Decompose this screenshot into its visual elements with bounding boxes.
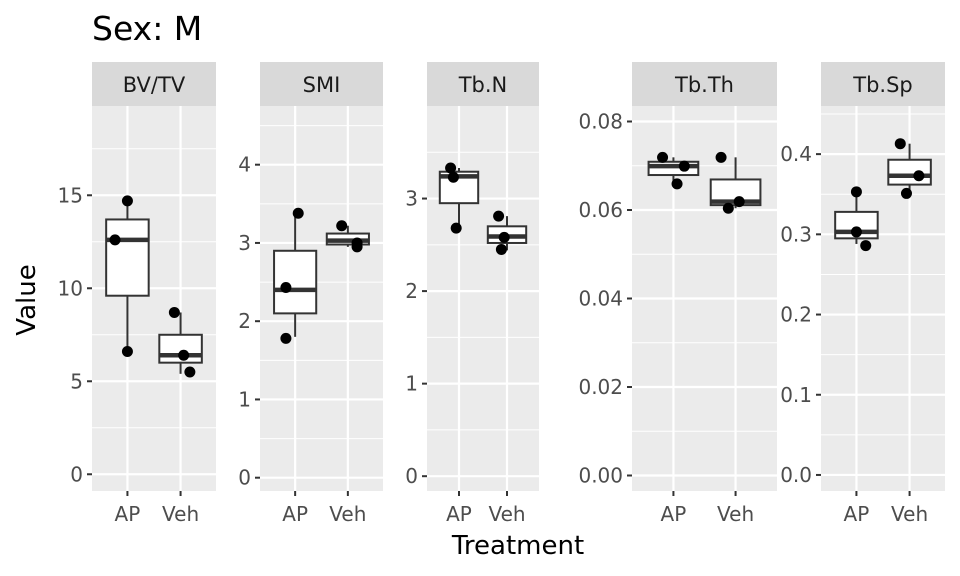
data-point xyxy=(447,171,459,183)
data-point xyxy=(894,138,906,150)
x-tick-label: Veh xyxy=(329,502,366,526)
facet-strip xyxy=(427,62,539,106)
y-tick-label: 10 xyxy=(58,276,83,300)
x-tick-label: Veh xyxy=(717,502,754,526)
x-tick-label: AP xyxy=(282,502,308,526)
box-iqr xyxy=(105,218,150,297)
facet-tb-th: 0.00 0.02 0.04 0.06 0.08 Tb.Th AP Veh xyxy=(578,62,777,526)
data-point xyxy=(280,332,292,344)
y-tick-label: 15 xyxy=(58,183,83,207)
facet-strip xyxy=(821,62,945,106)
y-tick-label: 0 xyxy=(238,466,251,490)
facet-smi: 0 1 2 3 4 SMI AP Veh xyxy=(238,62,383,526)
data-point xyxy=(445,162,457,174)
box-iqr xyxy=(887,158,932,186)
data-point xyxy=(913,170,925,182)
facet-strip-label: Tb.Th xyxy=(674,73,734,97)
chart-title: Sex: M xyxy=(92,9,202,48)
y-tick-label: 0 xyxy=(70,462,83,486)
data-point xyxy=(671,178,683,190)
y-tick-label: 5 xyxy=(70,369,83,393)
data-point xyxy=(121,346,133,358)
data-point xyxy=(336,220,348,232)
y-axis-title: Value xyxy=(12,264,42,335)
facet-strip xyxy=(632,62,777,106)
y-tick-label: 0.2 xyxy=(780,303,812,327)
y-tick-label: 1 xyxy=(405,372,418,396)
data-point xyxy=(860,240,872,252)
panel-background xyxy=(427,106,539,491)
x-tick-label: AP xyxy=(446,502,472,526)
data-point xyxy=(292,207,304,219)
data-point xyxy=(178,349,190,361)
y-tick-label: 1 xyxy=(238,387,251,411)
y-tick-label: 3 xyxy=(405,187,418,211)
x-tick-label: Veh xyxy=(488,502,525,526)
data-point xyxy=(121,195,133,207)
y-tick-label: 0.08 xyxy=(578,109,623,133)
facet-strip xyxy=(92,62,216,106)
panel-background xyxy=(92,106,216,491)
y-tick-label: 4 xyxy=(238,153,251,177)
box-ap xyxy=(438,168,480,229)
y-tick-label: 3 xyxy=(238,231,251,255)
data-point xyxy=(450,222,462,234)
facet-strip-label: Tb.Sp xyxy=(852,73,913,97)
x-tick-label: AP xyxy=(115,502,141,526)
y-tick-label: 0.1 xyxy=(780,383,812,407)
data-point xyxy=(493,210,505,222)
facet-panels: 0 5 10 15 BV/TV AP Veh 0 1 2 3 4 SMI AP Veh 0 1 2 3 Tb.N AP V… xyxy=(58,62,945,526)
y-tick-label: 0.04 xyxy=(578,287,623,311)
x-axis-title: Treatment xyxy=(451,531,584,561)
y-tick-label: 0.02 xyxy=(578,375,623,399)
facet-strip-label: BV/TV xyxy=(123,73,186,97)
data-point xyxy=(109,234,121,246)
data-point xyxy=(733,196,745,208)
facet-tb-sp: 0.0 0.1 0.2 0.3 0.4 Tb.Sp AP Veh xyxy=(780,62,945,526)
data-point xyxy=(168,306,180,318)
y-tick-label: 2 xyxy=(405,279,418,303)
data-point xyxy=(850,226,862,238)
data-point xyxy=(657,151,669,163)
y-tick-label: 0.00 xyxy=(578,464,623,488)
facet-bv-tv: 0 5 10 15 BV/TV AP Veh xyxy=(58,62,216,526)
x-tick-label: Veh xyxy=(891,502,928,526)
facet-strip xyxy=(260,62,383,106)
facet-tb-n: 0 1 2 3 Tb.N AP Veh xyxy=(405,62,539,526)
y-tick-label: 0.0 xyxy=(780,463,812,487)
box-veh xyxy=(158,312,203,374)
data-point xyxy=(280,282,292,294)
data-point xyxy=(900,187,912,199)
facet-strip-label: SMI xyxy=(303,73,341,97)
data-point xyxy=(184,366,196,378)
data-point xyxy=(678,160,690,172)
facet-strip-label: Tb.N xyxy=(458,73,508,97)
y-tick-label: 2 xyxy=(238,309,251,333)
data-point xyxy=(498,231,510,243)
box-iqr xyxy=(273,249,318,315)
y-tick-label: 0.4 xyxy=(780,142,812,166)
data-point xyxy=(715,151,727,163)
x-tick-label: Veh xyxy=(162,502,199,526)
data-point xyxy=(495,243,507,255)
data-point xyxy=(850,186,862,198)
y-tick-label: 0.06 xyxy=(578,198,623,222)
box-ap xyxy=(105,200,150,352)
data-point xyxy=(722,202,734,214)
y-tick-label: 0.3 xyxy=(780,222,812,246)
data-point xyxy=(351,241,363,253)
x-tick-label: AP xyxy=(661,502,687,526)
y-tick-label: 0 xyxy=(405,464,418,488)
x-tick-label: AP xyxy=(844,502,870,526)
